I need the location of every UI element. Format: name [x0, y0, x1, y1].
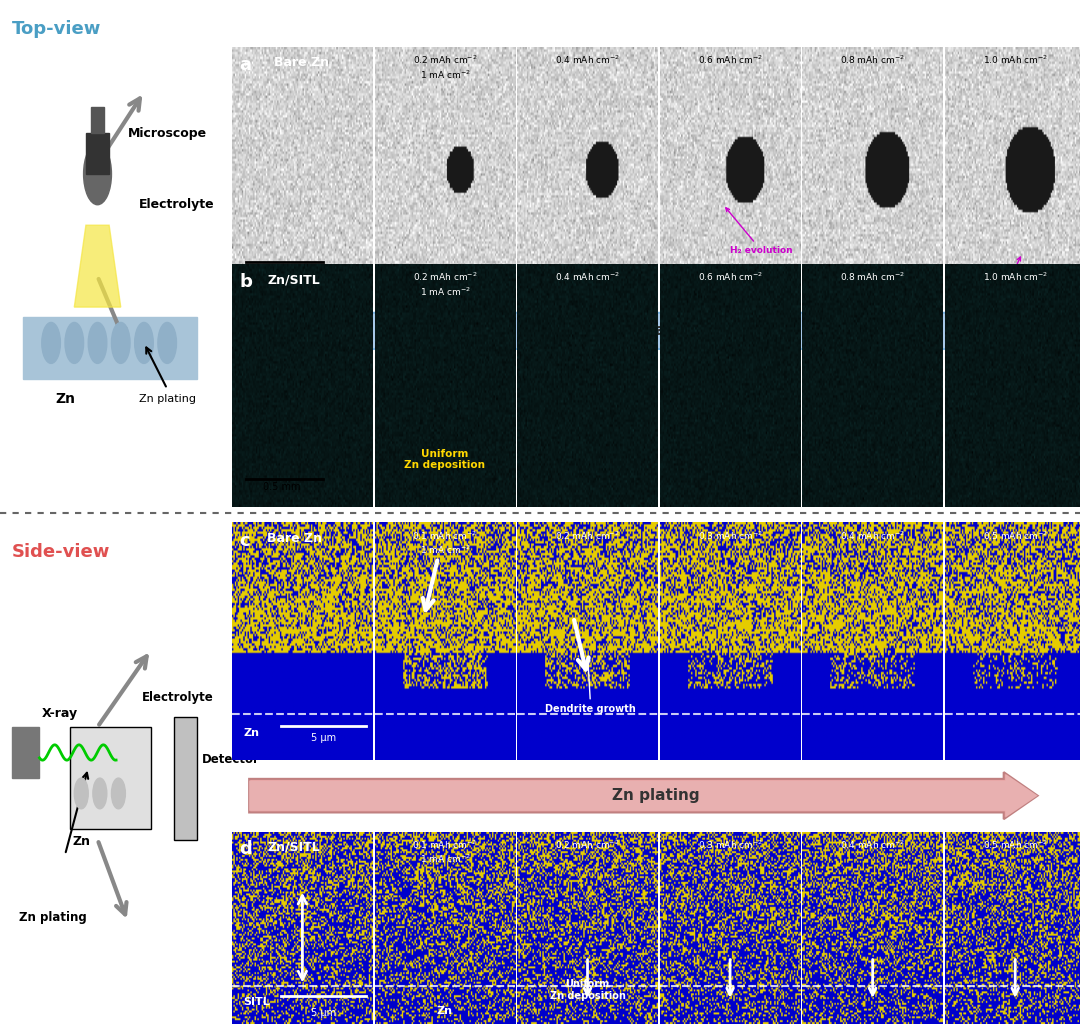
Text: Dendrite growth: Dendrite growth	[545, 658, 636, 714]
Circle shape	[75, 779, 89, 809]
Text: 0.5 mAh cm$^{-2}$: 0.5 mAh cm$^{-2}$	[983, 529, 1048, 542]
Circle shape	[65, 323, 83, 363]
Circle shape	[158, 323, 176, 363]
Text: Bare Zn: Bare Zn	[274, 56, 329, 69]
Text: 0.8 mAh cm$^{-2}$: 0.8 mAh cm$^{-2}$	[840, 54, 905, 66]
Circle shape	[135, 323, 153, 363]
Text: X-ray: X-ray	[42, 706, 78, 720]
Circle shape	[93, 779, 107, 809]
Text: 5 μm: 5 μm	[311, 1008, 336, 1018]
Text: 0.1 mAh cm$^{-2}$
1 mA cm$^{-2}$: 0.1 mAh cm$^{-2}$ 1 mA cm$^{-2}$	[413, 839, 477, 865]
Text: 0.2 mAh cm$^{-2}$
1 mA cm$^{-2}$: 0.2 mAh cm$^{-2}$ 1 mA cm$^{-2}$	[413, 271, 477, 298]
Text: Zn plating: Zn plating	[138, 394, 195, 404]
Text: Bare Zn: Bare Zn	[267, 531, 322, 545]
Text: Uniform
Zn deposition: Uniform Zn deposition	[404, 449, 486, 470]
Text: Zn: Zn	[243, 728, 259, 738]
Text: 0.8 mAh cm$^{-2}$: 0.8 mAh cm$^{-2}$	[840, 271, 905, 283]
Text: 0.5 mAh cm$^{-2}$: 0.5 mAh cm$^{-2}$	[983, 839, 1048, 851]
Text: 0.2 mAh cm$^{-2}$: 0.2 mAh cm$^{-2}$	[555, 839, 620, 851]
Text: H₂ evolution: H₂ evolution	[726, 208, 793, 255]
Text: 0.3 mAh cm$^{-2}$: 0.3 mAh cm$^{-2}$	[698, 839, 762, 851]
Text: 0.4 mAh cm$^{-2}$: 0.4 mAh cm$^{-2}$	[555, 54, 620, 66]
Text: b: b	[240, 273, 252, 292]
FancyArrow shape	[249, 773, 1038, 818]
Text: 1.0 mAh cm$^{-2}$: 1.0 mAh cm$^{-2}$	[983, 271, 1048, 283]
Text: 0.4 mAh cm$^{-2}$: 0.4 mAh cm$^{-2}$	[840, 529, 905, 542]
Text: Zn: Zn	[437, 1006, 453, 1016]
Text: c: c	[240, 531, 249, 550]
Bar	[86, 133, 109, 174]
Text: d: d	[240, 840, 252, 858]
Text: Zn: Zn	[55, 392, 75, 406]
Text: 0.4 mAh cm$^{-2}$: 0.4 mAh cm$^{-2}$	[555, 271, 620, 283]
Text: Side-view: Side-view	[12, 543, 110, 560]
Bar	[24, 317, 198, 378]
Text: 0.3 mAh cm$^{-2}$: 0.3 mAh cm$^{-2}$	[698, 529, 762, 542]
Text: Zn plating: Zn plating	[612, 788, 700, 803]
Circle shape	[83, 144, 111, 205]
Circle shape	[89, 323, 107, 363]
Text: Zn plating: Zn plating	[612, 324, 700, 338]
Bar	[91, 108, 105, 133]
Text: 1.0 mAh cm$^{-2}$: 1.0 mAh cm$^{-2}$	[983, 54, 1048, 66]
Text: Zn plating: Zn plating	[18, 911, 86, 924]
FancyArrow shape	[249, 772, 1038, 819]
Bar	[12, 727, 40, 778]
Text: 0.6 mAh cm$^{-2}$: 0.6 mAh cm$^{-2}$	[698, 54, 762, 66]
Text: 0.5 mm: 0.5 mm	[262, 265, 300, 274]
Text: 0.5 mm: 0.5 mm	[262, 482, 300, 491]
Text: Zn/SITL: Zn/SITL	[267, 273, 320, 286]
Text: a: a	[240, 56, 252, 74]
Text: 0.2 mAh cm$^{-2}$
1 mA cm$^{-2}$: 0.2 mAh cm$^{-2}$ 1 mA cm$^{-2}$	[413, 54, 477, 81]
Text: 0.4 mAh cm$^{-2}$: 0.4 mAh cm$^{-2}$	[840, 839, 905, 851]
Text: Zn: Zn	[72, 834, 91, 848]
Text: Electrolyte: Electrolyte	[141, 692, 214, 704]
Circle shape	[111, 779, 125, 809]
Circle shape	[42, 323, 60, 363]
Text: Detector: Detector	[202, 753, 260, 766]
Text: 0.2 mAh cm$^{-2}$: 0.2 mAh cm$^{-2}$	[555, 529, 620, 542]
Text: 0.1 mAh cm$^{-2}$
1 mA cm$^{-2}$: 0.1 mAh cm$^{-2}$ 1 mA cm$^{-2}$	[413, 529, 477, 556]
Text: Top-view: Top-view	[12, 21, 102, 38]
Circle shape	[111, 323, 130, 363]
Text: 5 μm: 5 μm	[311, 733, 336, 743]
Text: Zn/SITL: Zn/SITL	[267, 840, 320, 853]
Text: Electrolyte: Electrolyte	[139, 199, 215, 211]
Text: Uniform
Zn deposition: Uniform Zn deposition	[550, 979, 625, 1001]
Bar	[174, 717, 198, 840]
Text: 0.6 mAh cm$^{-2}$: 0.6 mAh cm$^{-2}$	[698, 271, 762, 283]
Text: Dendrites: Dendrites	[987, 257, 1037, 279]
FancyArrow shape	[300, 305, 1038, 356]
Text: Microscope: Microscope	[127, 126, 207, 140]
Bar	[69, 727, 151, 829]
Text: SITL: SITL	[243, 997, 270, 1006]
Polygon shape	[75, 225, 121, 307]
